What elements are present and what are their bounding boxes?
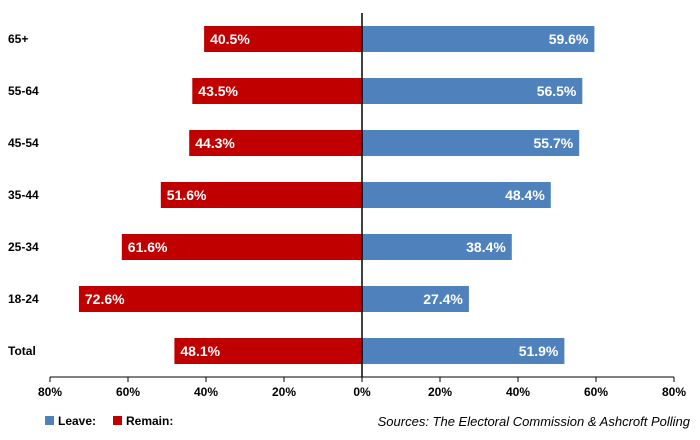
bar-leave-total (362, 338, 565, 364)
x-tick-label-7: 60% (584, 385, 608, 399)
label-leave-65-: 59.6% (549, 31, 589, 47)
bar-leave-45-54 (362, 130, 580, 156)
legend-swatch-leave (45, 416, 54, 425)
category-label-45-54: 45-54 (8, 136, 39, 150)
x-tick-label-8: 80% (662, 385, 686, 399)
x-tick-label-6: 40% (506, 385, 530, 399)
legend-swatch-remain (113, 416, 122, 425)
legend: Leave: Remain: (45, 414, 173, 428)
category-labels-group: 65+ 55-64 45-54 35-44 25-34 18-24 Total (8, 32, 39, 358)
label-leave-35-44: 48.4% (505, 187, 545, 203)
category-label-65-: 65+ (8, 32, 28, 46)
label-leave-25-34: 38.4% (466, 239, 506, 255)
bar-remain-45-54 (189, 130, 362, 156)
x-tick-label-0: 80% (38, 385, 62, 399)
bar-remain-25-34 (121, 234, 362, 260)
label-leave-total: 51.9% (519, 343, 559, 359)
bar-leave-25-34 (362, 234, 512, 260)
label-remain-25-34: 61.6% (128, 239, 168, 255)
category-label-total: Total (8, 344, 36, 358)
bar-labels-group: 40.5% 59.6% 43.5% 56.5% 44.3% 55.7% 51.6% 48.4%… (85, 31, 589, 359)
label-remain-18-24: 72.6% (85, 291, 125, 307)
bar-remain-35-44 (160, 182, 362, 208)
label-remain-35-44: 51.6% (167, 187, 207, 203)
x-tick-label-1: 60% (116, 385, 140, 399)
label-leave-55-64: 56.5% (537, 83, 577, 99)
x-tick-label-2: 40% (194, 385, 218, 399)
source-note: Sources: The Electoral Commission & Ashc… (378, 414, 691, 429)
x-tick-label-4: 0% (353, 385, 371, 399)
bar-remain-total (174, 338, 362, 364)
category-label-18-24: 18-24 (8, 292, 39, 306)
bar-remain-65- (204, 26, 362, 52)
label-remain-55-64: 43.5% (198, 83, 238, 99)
label-leave-18-24: 27.4% (423, 291, 463, 307)
category-label-55-64: 55-64 (8, 84, 39, 98)
x-tick-label-3: 20% (272, 385, 296, 399)
bars-group (78, 26, 595, 364)
legend-label-leave: Leave: (58, 414, 96, 428)
label-remain-45-54: 44.3% (195, 135, 235, 151)
x-tick-label-5: 20% (428, 385, 452, 399)
category-label-25-34: 25-34 (8, 240, 39, 254)
bar-leave-55-64 (362, 78, 583, 104)
label-remain-total: 48.1% (180, 343, 220, 359)
legend-label-remain: Remain: (126, 414, 173, 428)
category-label-35-44: 35-44 (8, 188, 39, 202)
bar-leave-35-44 (362, 182, 551, 208)
bar-remain-18-24 (78, 286, 363, 312)
bar-leave-65- (362, 26, 595, 52)
bar-remain-55-64 (192, 78, 362, 104)
bar-leave-18-24 (362, 286, 469, 312)
x-ticks-group: 80% 60% 40% 20% 0% 20% 40% 60% 80% (38, 377, 686, 399)
label-leave-45-54: 55.7% (533, 135, 573, 151)
label-remain-65-: 40.5% (210, 31, 250, 47)
